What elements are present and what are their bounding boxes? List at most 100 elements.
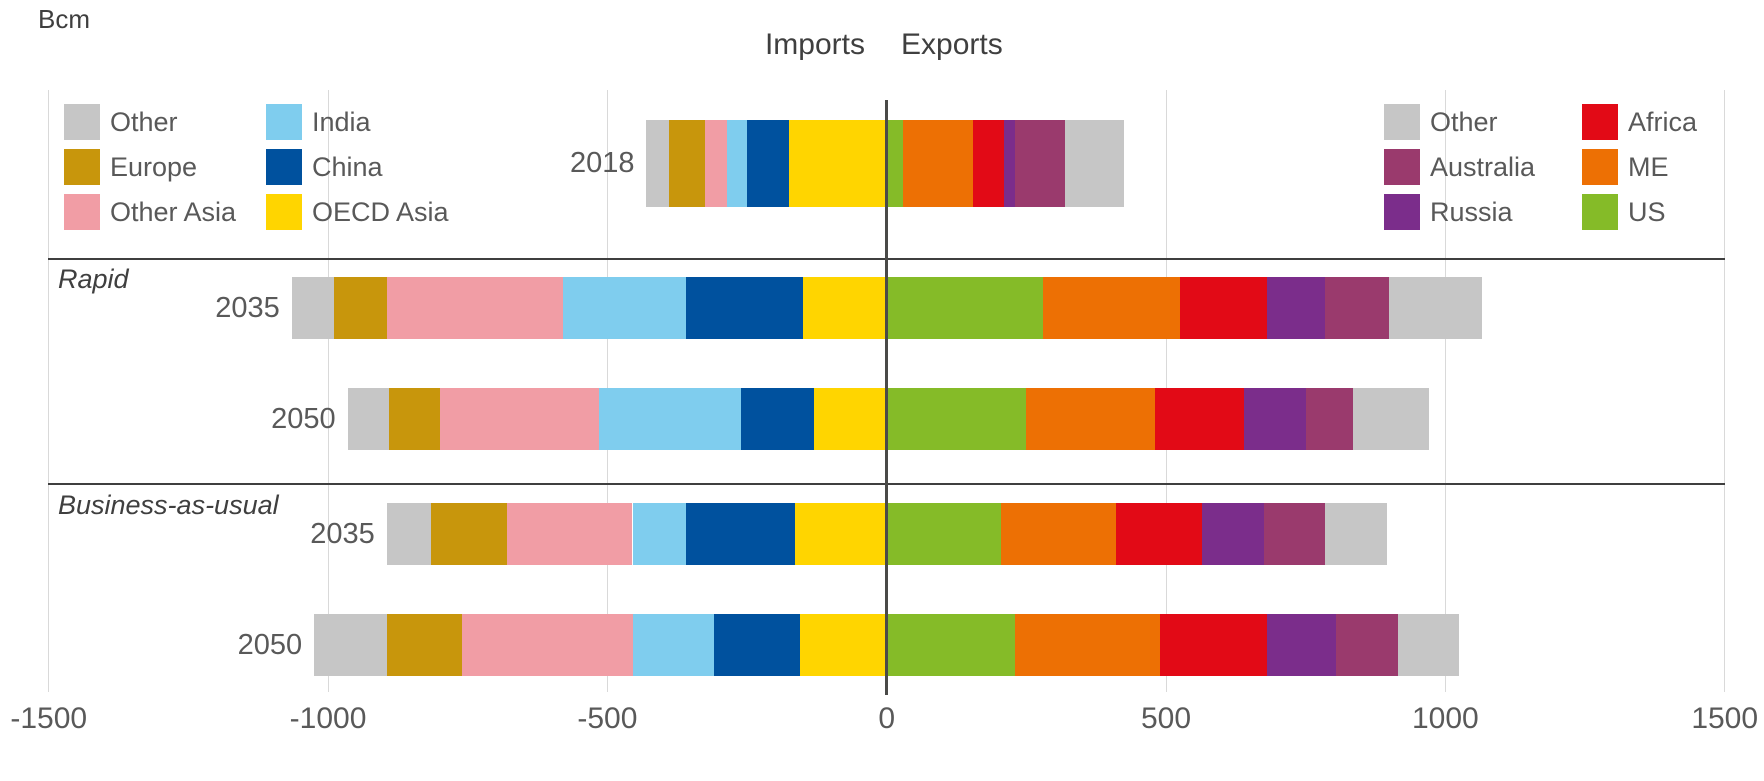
segment-export-africa bbox=[1179, 277, 1267, 339]
segment-import-china bbox=[741, 388, 815, 450]
export-legend-swatch-us bbox=[1582, 194, 1618, 230]
x-axis-tick-label: -1500 bbox=[10, 702, 88, 735]
gridline bbox=[1724, 90, 1726, 692]
import-legend-swatch-oecd-asia bbox=[266, 194, 302, 230]
import-legend-label-europe: Europe bbox=[110, 152, 198, 182]
export-legend-swatch-africa bbox=[1582, 104, 1618, 140]
section-label-rapid: Rapid bbox=[58, 264, 129, 294]
unit-label: Bcm bbox=[38, 4, 90, 34]
import-legend-swatch-other-asia bbox=[64, 194, 100, 230]
export-legend-label-other: Other bbox=[1430, 107, 1498, 137]
segment-import-other-asia bbox=[506, 503, 633, 565]
import-legend-label-india: India bbox=[312, 107, 371, 137]
segment-import-other-asia bbox=[439, 388, 599, 450]
segment-import-other bbox=[291, 277, 334, 339]
import-legend-label-china: China bbox=[312, 152, 383, 182]
segment-export-russia bbox=[1202, 503, 1264, 565]
import-legend-swatch-europe bbox=[64, 149, 100, 185]
year-label-2050: 2050 bbox=[237, 629, 303, 661]
bar-row-2050 bbox=[0, 614, 1764, 676]
import-legend-label-oecd-asia: OECD Asia bbox=[312, 197, 449, 227]
segment-export-us bbox=[886, 277, 1044, 339]
segment-export-russia bbox=[1004, 120, 1016, 207]
segment-export-africa bbox=[1115, 503, 1203, 565]
segment-export-us bbox=[886, 120, 904, 207]
segment-export-africa bbox=[1160, 614, 1267, 676]
segment-export-africa bbox=[1154, 388, 1245, 450]
export-legend-swatch-russia bbox=[1384, 194, 1420, 230]
segment-import-europe bbox=[333, 277, 387, 339]
segment-import-oecd-asia bbox=[800, 614, 887, 676]
export-legend-swatch-australia bbox=[1384, 149, 1420, 185]
segment-import-other-asia bbox=[462, 614, 633, 676]
segment-export-me bbox=[1015, 614, 1161, 676]
segment-import-europe bbox=[389, 388, 440, 450]
segment-export-me bbox=[1001, 503, 1116, 565]
segment-export-us bbox=[886, 503, 1002, 565]
segment-import-europe bbox=[386, 614, 463, 676]
segment-import-other-asia bbox=[705, 120, 728, 207]
segment-import-europe bbox=[668, 120, 706, 207]
segment-import-india bbox=[632, 503, 686, 565]
bar-row-2018 bbox=[0, 120, 1764, 207]
segment-export-us bbox=[886, 388, 1027, 450]
x-axis-tick-label: 0 bbox=[878, 702, 896, 735]
segment-import-other bbox=[347, 388, 390, 450]
export-legend-swatch-me bbox=[1582, 149, 1618, 185]
segment-import-china bbox=[685, 277, 803, 339]
segment-export-other bbox=[1353, 388, 1429, 450]
segment-export-australia bbox=[1015, 120, 1066, 207]
export-legend-label-us: US bbox=[1628, 197, 1666, 227]
segment-import-europe bbox=[431, 503, 507, 565]
zero-line bbox=[885, 100, 889, 695]
segment-import-oecd-asia bbox=[802, 277, 887, 339]
bar-row-rapid-2035 bbox=[0, 277, 1764, 339]
segment-import-oecd-asia bbox=[814, 388, 887, 450]
segment-export-australia bbox=[1325, 277, 1390, 339]
segment-export-russia bbox=[1244, 388, 1306, 450]
segment-export-australia bbox=[1263, 503, 1326, 565]
segment-export-australia bbox=[1305, 388, 1354, 450]
segment-import-china bbox=[685, 503, 795, 565]
gridline bbox=[48, 90, 50, 692]
segment-import-other bbox=[646, 120, 669, 207]
exports-title: Exports bbox=[901, 28, 1003, 61]
segment-import-other bbox=[386, 503, 432, 565]
import-legend-label-other: Other bbox=[110, 107, 178, 137]
section-label-business-as-usual: Business-as-usual bbox=[58, 490, 279, 520]
segment-import-china bbox=[713, 614, 801, 676]
segment-export-us bbox=[886, 614, 1016, 676]
export-legend-label-me: ME bbox=[1628, 152, 1669, 182]
segment-export-me bbox=[1026, 388, 1155, 450]
segment-export-me bbox=[903, 120, 974, 207]
year-label-2050: 2050 bbox=[271, 403, 336, 435]
segment-export-russia bbox=[1266, 277, 1326, 339]
imports-title: Imports bbox=[764, 28, 865, 61]
gridline bbox=[327, 90, 329, 692]
segment-import-india bbox=[598, 388, 742, 450]
x-axis-tick-label: -1000 bbox=[289, 702, 367, 735]
import-legend-swatch-india bbox=[266, 104, 302, 140]
segment-export-other bbox=[1397, 614, 1460, 676]
year-label-business-as-usual-2035: 2035 bbox=[310, 518, 375, 550]
export-legend-swatch-other bbox=[1384, 104, 1420, 140]
export-legend-label-africa: Africa bbox=[1628, 107, 1698, 137]
segment-import-other-asia bbox=[386, 277, 563, 339]
segment-export-other bbox=[1065, 120, 1125, 207]
gridline bbox=[1444, 90, 1446, 692]
x-axis-tick-label: 500 bbox=[1140, 702, 1192, 735]
export-legend-label-australia: Australia bbox=[1430, 152, 1536, 182]
segment-import-india bbox=[727, 120, 748, 207]
year-label-2018: 2018 bbox=[569, 147, 635, 179]
segment-import-oecd-asia bbox=[794, 503, 887, 565]
segment-import-india bbox=[632, 614, 714, 676]
segment-import-other bbox=[314, 614, 387, 676]
bar-row-2050 bbox=[0, 388, 1764, 450]
segment-export-me bbox=[1043, 277, 1180, 339]
segment-export-russia bbox=[1266, 614, 1337, 676]
import-legend-label-other-asia: Other Asia bbox=[110, 197, 237, 227]
segment-import-oecd-asia bbox=[788, 120, 887, 207]
x-axis-tick-label: 1000 bbox=[1411, 702, 1479, 735]
segment-export-other bbox=[1389, 277, 1482, 339]
